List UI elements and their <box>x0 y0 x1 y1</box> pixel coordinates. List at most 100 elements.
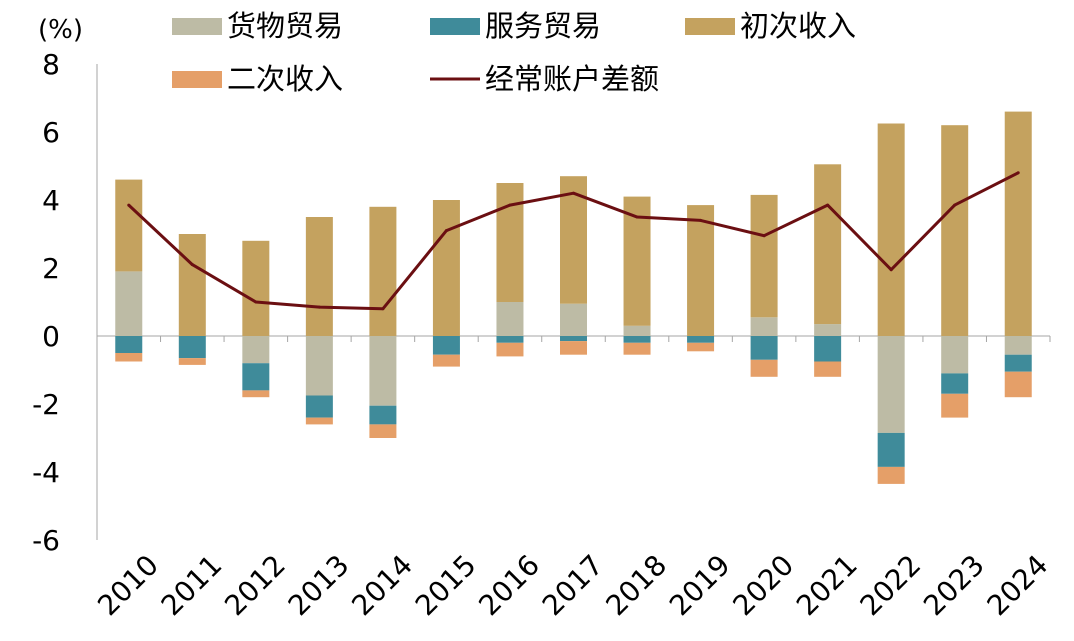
line-point <box>826 203 830 207</box>
x-tick-label: 2022 <box>854 548 928 622</box>
bar-segment <box>496 183 524 302</box>
y-tick-label: -6 <box>32 524 60 557</box>
bar-segment <box>941 336 969 374</box>
bar-segment <box>1004 111 1032 336</box>
x-tick-label: 2015 <box>409 548 483 622</box>
x-tick-label: 2011 <box>155 548 229 622</box>
bar-segment <box>432 336 460 355</box>
x-tick-label: 2013 <box>282 548 356 622</box>
bar-segment <box>560 341 587 355</box>
bar-segment <box>877 466 905 484</box>
y-tick-label: 8 <box>42 48 60 81</box>
bar-segment <box>305 395 333 418</box>
x-tick-label: 2014 <box>345 548 419 622</box>
x-tick-label: 2021 <box>790 548 864 622</box>
bar-segment <box>305 336 333 396</box>
legend-swatch <box>172 71 222 88</box>
bar-segment <box>750 194 778 318</box>
bar-segment <box>305 217 333 336</box>
bars <box>115 111 1032 484</box>
bar-segment <box>496 336 524 343</box>
bar-segment <box>305 417 333 425</box>
line-point <box>190 263 194 267</box>
legend-item: 经常账户差额 <box>430 62 659 96</box>
bar-segment <box>941 125 969 336</box>
bar-segment <box>560 303 587 336</box>
x-tick-label: 2017 <box>536 548 610 622</box>
bar-segment <box>178 234 206 336</box>
bar-segment <box>369 336 397 406</box>
y-axis: 8 6 4 2 0 -2 -4 -6 <box>32 48 98 557</box>
bar-segment <box>750 317 778 336</box>
bar-segment <box>877 123 905 336</box>
bar-segment <box>687 336 715 343</box>
y-tick-label: 6 <box>42 116 60 149</box>
line-point <box>699 218 703 222</box>
y-tick-label: -4 <box>32 456 60 489</box>
legend-swatch <box>685 18 735 35</box>
bar-segment <box>369 424 397 438</box>
line-point <box>1016 171 1020 175</box>
bar-segment <box>1004 336 1032 355</box>
bar-segment <box>941 373 969 394</box>
bar-segment <box>814 164 842 325</box>
line-point <box>953 203 957 207</box>
x-axis: 2010201120122013201420152016201720182019… <box>91 335 1055 622</box>
bar-segment <box>877 432 905 467</box>
legend-label: 服务贸易 <box>485 9 601 43</box>
bar-segment <box>877 336 905 433</box>
line-point <box>127 203 131 207</box>
legend-swatch <box>172 18 222 35</box>
line-point <box>254 300 258 304</box>
unit-label: (%) <box>38 15 83 45</box>
bar-segment <box>369 405 397 425</box>
bar-segment <box>814 336 842 362</box>
line-point <box>635 215 639 219</box>
line-point <box>572 191 575 195</box>
bar-segment <box>178 336 206 359</box>
legend-item: 初次收入 <box>685 9 856 43</box>
line-point <box>889 268 893 272</box>
y-tick-label: 2 <box>42 252 60 285</box>
bar-segment <box>560 336 587 342</box>
x-tick-label: 2012 <box>218 548 292 622</box>
x-tick-label: 2020 <box>727 548 801 622</box>
bar-segment <box>750 336 778 360</box>
bar-segment <box>496 302 524 336</box>
bar-segment <box>1004 371 1032 398</box>
bar-segment <box>242 363 270 391</box>
bar-segment <box>623 336 651 343</box>
bar-segment <box>814 324 842 336</box>
x-tick-label: 2023 <box>917 548 991 622</box>
y-tick-label: 0 <box>42 320 60 353</box>
x-tick-label: 2024 <box>981 548 1055 622</box>
y-tick-label: 4 <box>42 184 60 217</box>
bar-segment <box>242 240 270 336</box>
bar-segment <box>432 200 460 336</box>
line-point <box>381 307 385 311</box>
bar-segment <box>115 353 143 362</box>
bar-segment <box>750 359 778 377</box>
y-tick-label: -2 <box>32 388 60 421</box>
bar-segment <box>687 342 715 352</box>
bar-segment <box>369 206 397 336</box>
legend-label: 经常账户差额 <box>485 62 659 96</box>
legend-item: 二次收入 <box>172 62 343 96</box>
legend-item: 服务贸易 <box>430 9 601 43</box>
bar-segment <box>687 205 715 336</box>
bar-segment <box>178 358 206 365</box>
bar-segment <box>1004 354 1032 372</box>
x-tick-label: 2010 <box>91 548 165 622</box>
line-point <box>508 203 512 207</box>
legend-label: 货物贸易 <box>227 9 343 43</box>
bar-segment <box>496 342 524 357</box>
line-point <box>444 229 448 233</box>
legend-label: 二次收入 <box>227 62 343 96</box>
bar-segment <box>115 336 143 353</box>
line-point <box>317 305 321 309</box>
bar-segment <box>115 179 143 272</box>
x-tick-label: 2018 <box>599 548 673 622</box>
bar-segment <box>623 325 651 336</box>
